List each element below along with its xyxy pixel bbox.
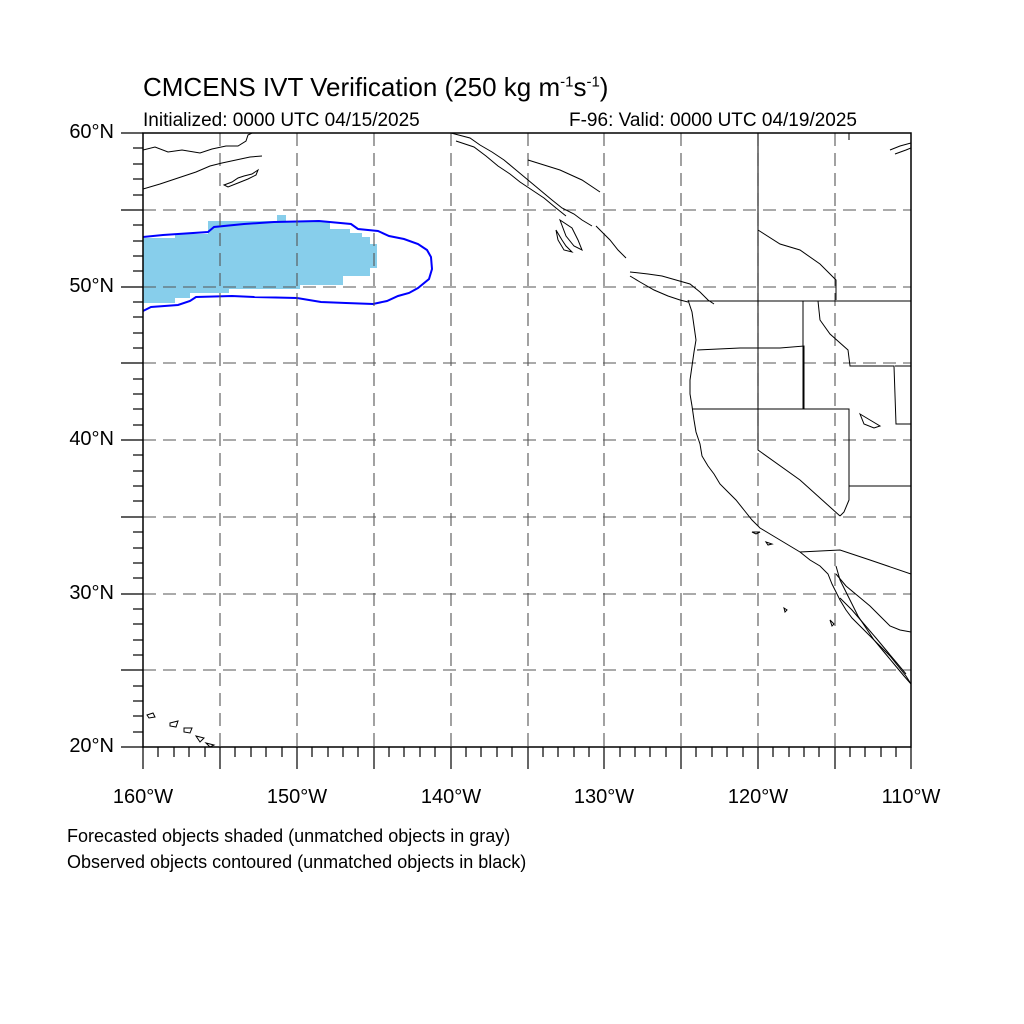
valid-time: F-96: Valid: 0000 UTC 04/19/2025 (569, 110, 857, 131)
lat-label-60n: 60°N (69, 121, 114, 143)
map-title: CMCENS IVT Verification (250 kg m-1s-1) (143, 72, 609, 102)
axis-ticks (121, 132, 912, 769)
lon-label-140w: 140°W (420, 786, 482, 808)
lon-label-110w: 110°W (881, 786, 941, 808)
forecast-note: Forecasted objects shaded (unmatched obj… (67, 826, 511, 846)
lat-label-30n: 30°N (69, 582, 114, 604)
lat-label-20n: 20°N (69, 735, 114, 757)
forecast-object (143, 215, 377, 303)
lon-label-160w: 160°W (112, 786, 174, 808)
lon-label-120w: 120°W (727, 786, 789, 808)
initialized-time: Initialized: 0000 UTC 04/15/2025 (143, 110, 420, 131)
lon-label-130w: 130°W (573, 786, 635, 808)
coastlines (143, 133, 911, 747)
observed-note: Observed objects contoured (unmatched ob… (67, 852, 527, 872)
observed-contour (143, 219, 434, 312)
lat-label-40n: 40°N (69, 428, 114, 450)
lat-label-50n: 50°N (69, 275, 114, 297)
lon-label-150w: 150°W (266, 786, 328, 808)
